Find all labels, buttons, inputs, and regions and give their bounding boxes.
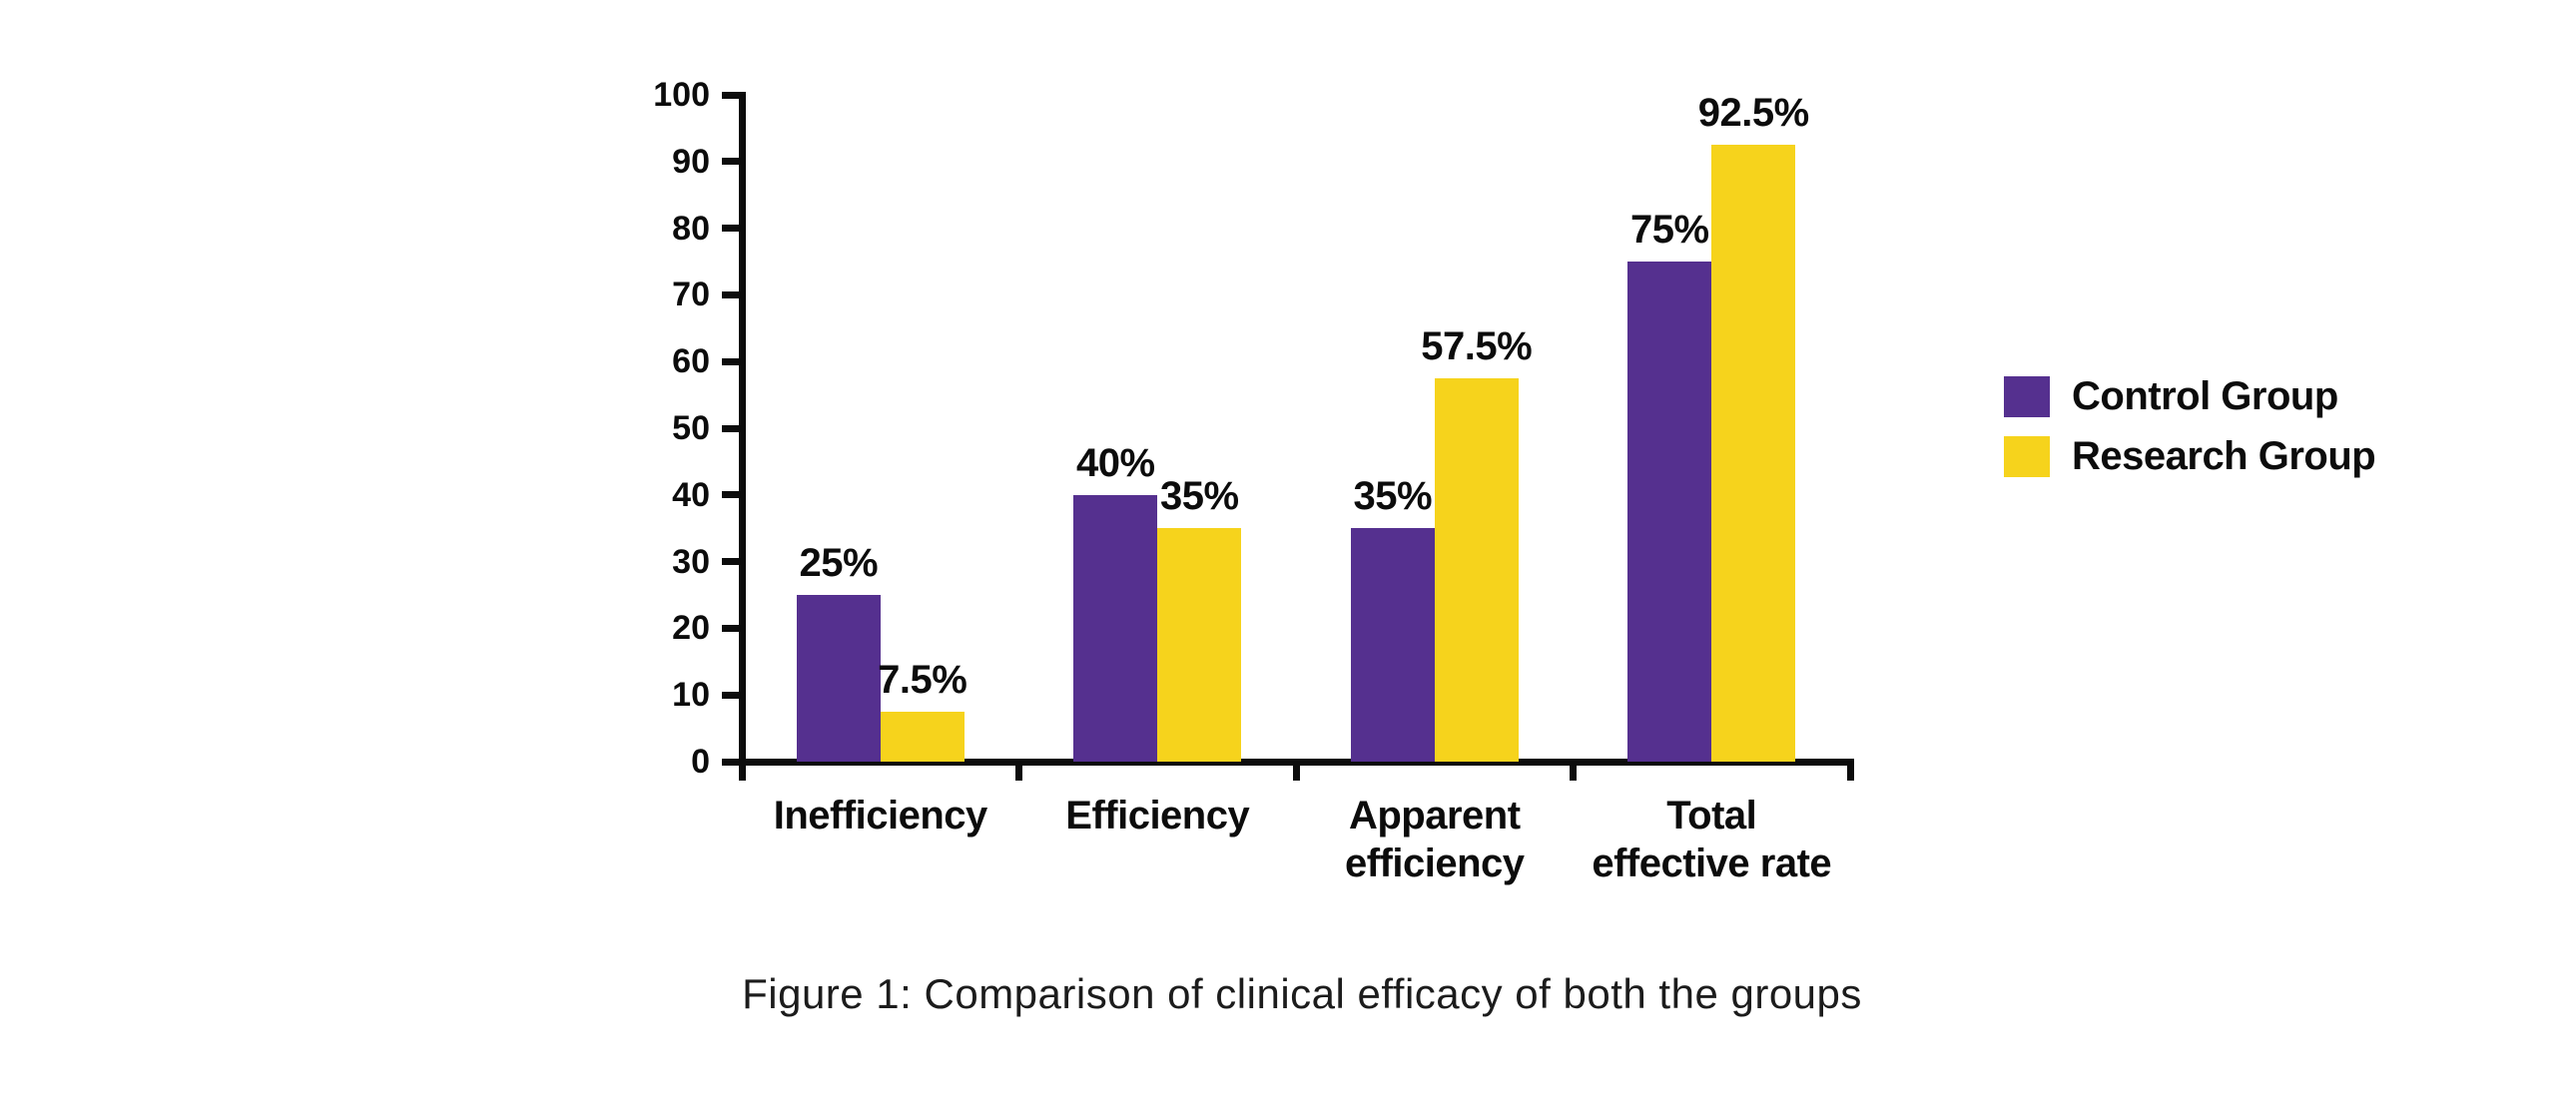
y-tick bbox=[722, 91, 742, 99]
value-label: 7.5% bbox=[878, 657, 967, 702]
y-tick bbox=[722, 158, 742, 166]
bar-control-group-2 bbox=[1350, 528, 1435, 762]
y-tick-label: 10 bbox=[672, 676, 710, 715]
x-tick bbox=[1015, 760, 1022, 781]
legend-label-control-group: Control Group bbox=[2072, 374, 2338, 418]
x-tick bbox=[1570, 760, 1577, 781]
y-axis-line bbox=[738, 92, 746, 777]
y-tick bbox=[722, 290, 742, 298]
y-tick-label: 80 bbox=[672, 209, 710, 248]
y-tick-label: 100 bbox=[653, 76, 710, 114]
y-tick bbox=[722, 357, 742, 365]
y-tick bbox=[722, 691, 742, 699]
y-tick bbox=[722, 424, 742, 432]
y-tick-label: 60 bbox=[672, 342, 710, 381]
y-tick bbox=[722, 225, 742, 233]
bar-control-group-0 bbox=[796, 595, 881, 762]
bar-research-group-1 bbox=[1157, 528, 1242, 762]
legend-label-research-group: Research Group bbox=[2072, 434, 2376, 478]
legend-item-research-group: Research Group bbox=[2004, 434, 2376, 478]
y-tick-label: 30 bbox=[672, 542, 710, 581]
value-label: 57.5% bbox=[1421, 323, 1533, 368]
value-label: 75% bbox=[1629, 208, 1709, 252]
bar-research-group-3 bbox=[1711, 145, 1796, 762]
bar-control-group-1 bbox=[1073, 494, 1158, 762]
y-tick bbox=[722, 558, 742, 566]
x-tick bbox=[738, 760, 746, 781]
y-tick-label: 0 bbox=[691, 743, 710, 781]
legend: Control Group Research Group bbox=[2004, 374, 2376, 478]
legend-item-control-group: Control Group bbox=[2004, 374, 2375, 418]
y-tick-label: 50 bbox=[672, 409, 710, 447]
y-tick bbox=[722, 624, 742, 632]
bar-research-group-2 bbox=[1434, 377, 1519, 762]
value-label: 25% bbox=[799, 541, 879, 585]
control-group-swatch-icon bbox=[2004, 376, 2050, 417]
bar-research-group-0 bbox=[880, 711, 965, 762]
x-category-label: Total effective rate bbox=[1592, 794, 1832, 885]
y-tick-label: 40 bbox=[672, 475, 710, 514]
research-group-swatch-icon bbox=[2004, 436, 2050, 477]
y-tick-label: 70 bbox=[672, 276, 710, 314]
figure-caption: Figure 1: Comparison of clinical efficac… bbox=[742, 970, 1862, 1017]
y-tick bbox=[722, 491, 742, 499]
x-category-label: Efficiency bbox=[1065, 794, 1250, 837]
y-tick-label: 90 bbox=[672, 142, 710, 181]
x-tick bbox=[1846, 760, 1854, 781]
value-label: 35% bbox=[1353, 474, 1433, 519]
x-tick bbox=[1292, 760, 1300, 781]
y-tick-label: 20 bbox=[672, 609, 710, 648]
x-category-label: Apparent efficiency bbox=[1344, 794, 1525, 885]
value-label: 35% bbox=[1159, 474, 1239, 519]
value-label: 92.5% bbox=[1697, 91, 1809, 136]
x-axis-line bbox=[722, 758, 1854, 766]
bar-control-group-3 bbox=[1627, 262, 1712, 762]
x-category-label: Inefficiency bbox=[773, 794, 988, 837]
value-label: 40% bbox=[1075, 440, 1155, 485]
